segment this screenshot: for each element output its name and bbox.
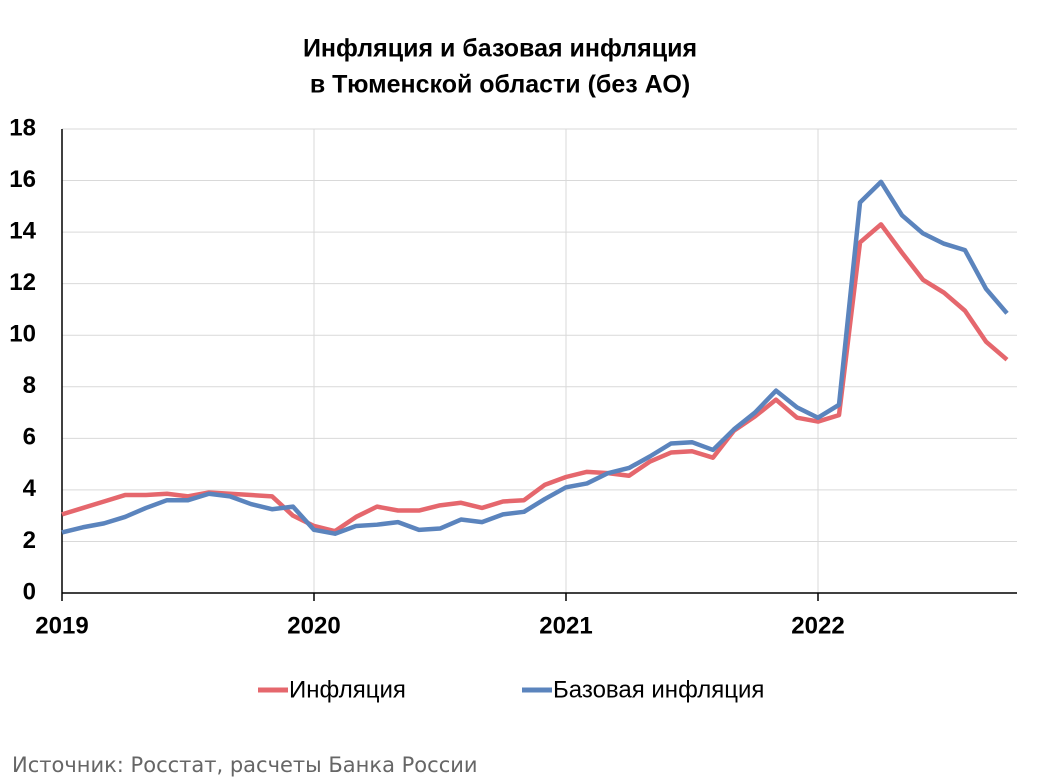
x-tick-label: 2022 [791, 612, 844, 639]
legend-label: Инфляция [289, 676, 406, 703]
x-tick-label: 2020 [287, 612, 340, 639]
y-tick-label: 0 [23, 578, 36, 605]
y-tick-label: 12 [9, 269, 36, 296]
source-note: Источник: Росстат, расчеты Банка России [12, 753, 478, 777]
y-tick-label: 6 [23, 424, 36, 451]
y-tick-label: 8 [23, 372, 36, 399]
y-tick-label: 2 [23, 527, 36, 554]
chart-subtitle: в Тюменской области (без АО) [310, 71, 690, 99]
x-tick-label: 2019 [35, 612, 88, 639]
y-tick-label: 18 [9, 114, 36, 141]
x-tick-label: 2021 [539, 612, 592, 639]
y-tick-label: 4 [23, 475, 37, 502]
series-line [61, 222, 1009, 534]
legend-label: Базовая инфляция [553, 676, 764, 703]
series-line [61, 179, 1009, 536]
y-tick-label: 16 [9, 166, 36, 193]
y-tick-label: 10 [9, 321, 36, 348]
y-tick-label: 14 [9, 217, 36, 244]
chart-title: Инфляция и базовая инфляция [303, 35, 697, 63]
